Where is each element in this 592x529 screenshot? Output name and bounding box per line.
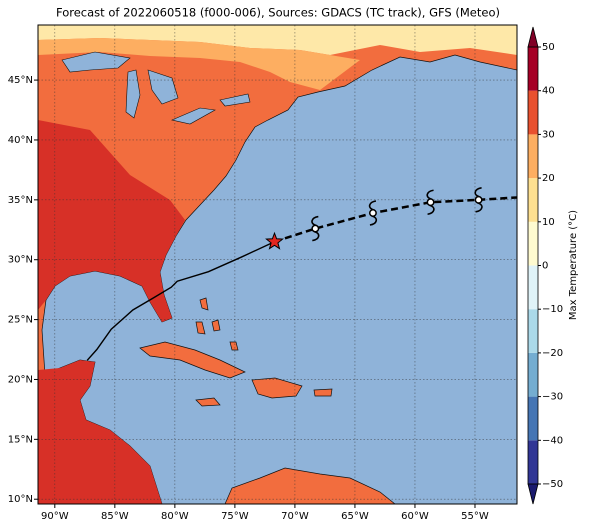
colorbar-bin xyxy=(528,352,538,397)
hot-mexico xyxy=(38,360,162,504)
colorbar-bin xyxy=(528,221,538,266)
colorbar-tick-label: 30 xyxy=(542,129,555,140)
colorbar-under xyxy=(527,483,539,505)
y-tick-label: 40°N xyxy=(8,135,33,146)
y-tick-label: 35°N xyxy=(8,195,33,206)
y-tick-label: 30°N xyxy=(8,255,33,266)
map-title: Forecast of 2022060518 (f000-006), Sourc… xyxy=(56,6,500,20)
colorbar: −50 −40 −30 −20 −10 0 10 20 30 40 50 xyxy=(527,26,563,505)
cuba xyxy=(139,341,246,379)
lake-erie xyxy=(171,107,216,125)
storm-eye xyxy=(311,224,320,233)
map-frame xyxy=(37,24,518,505)
colorbar-bin xyxy=(528,134,538,179)
storm-symbol xyxy=(311,215,320,242)
colorbar-tick-label: 10 xyxy=(542,217,555,228)
x-tick-label: 75°W xyxy=(221,511,249,522)
x-tick-label: 80°W xyxy=(161,511,189,522)
storm-eye xyxy=(368,209,377,217)
colorbar-over xyxy=(527,26,539,48)
y-tick-label: 20°N xyxy=(8,374,33,385)
storm-eye xyxy=(474,195,483,204)
colorbar-bin xyxy=(528,90,538,135)
x-tick-label: 85°W xyxy=(101,511,129,522)
colorbar-tick-label: −50 xyxy=(542,479,563,490)
cold-north xyxy=(38,25,517,55)
x-tick-label: 65°W xyxy=(341,511,369,522)
land-layer xyxy=(38,25,517,504)
colorbar-bin xyxy=(528,396,538,441)
x-tick-label: 70°W xyxy=(281,511,309,522)
colorbar-bin xyxy=(528,309,538,353)
colorbar-tick-label: 0 xyxy=(542,261,548,272)
current-position xyxy=(265,231,284,250)
storm-symbol xyxy=(368,200,378,226)
x-tick-label: 90°W xyxy=(41,511,69,522)
y-tick-label: 45°N xyxy=(8,75,33,86)
y-tick-label: 10°N xyxy=(8,494,33,505)
lake-huron xyxy=(147,69,179,105)
axes: 90°W 85°W 80°W 75°W 70°W 65°W 60°W 55°W 10°N 15°N… xyxy=(8,75,489,522)
colorbar-bin xyxy=(528,47,538,91)
y-tick-label: 15°N xyxy=(8,434,33,445)
colorbar-tick-label: −10 xyxy=(542,304,563,315)
south-america xyxy=(224,467,396,504)
colorbar-tick-label: 50 xyxy=(542,42,555,53)
storm-symbol xyxy=(474,187,483,213)
forecast-track xyxy=(274,196,518,243)
past-track xyxy=(86,241,275,361)
grid xyxy=(38,25,517,504)
colorbar-tick-label: −20 xyxy=(542,348,563,359)
track-layer xyxy=(86,187,518,361)
hispaniola xyxy=(251,377,303,399)
x-tick-label: 60°W xyxy=(401,511,429,522)
x-tick-label: 55°W xyxy=(461,511,489,522)
colorbar-tick-label: 40 xyxy=(542,86,555,97)
lake-superior xyxy=(61,51,131,73)
colorbar-bin xyxy=(528,265,538,310)
storm-symbol xyxy=(426,189,435,216)
y-tick-label: 25°N xyxy=(8,315,33,326)
colorbar-tick-label: −30 xyxy=(542,392,563,403)
colorbar-label: Max Temperature (°C) xyxy=(568,210,579,320)
colorbar-tick-label: 20 xyxy=(542,173,555,184)
colorbar-bin xyxy=(528,440,538,484)
lake-michigan xyxy=(125,69,141,119)
warm-north xyxy=(38,38,360,90)
storm-eye xyxy=(426,198,435,207)
puerto-rico xyxy=(313,388,333,397)
colorbar-bin xyxy=(528,178,538,222)
jamaica xyxy=(195,397,221,407)
bahamas xyxy=(195,297,239,351)
colorbar-tick-label: −40 xyxy=(542,435,563,446)
hot-south xyxy=(38,120,185,322)
